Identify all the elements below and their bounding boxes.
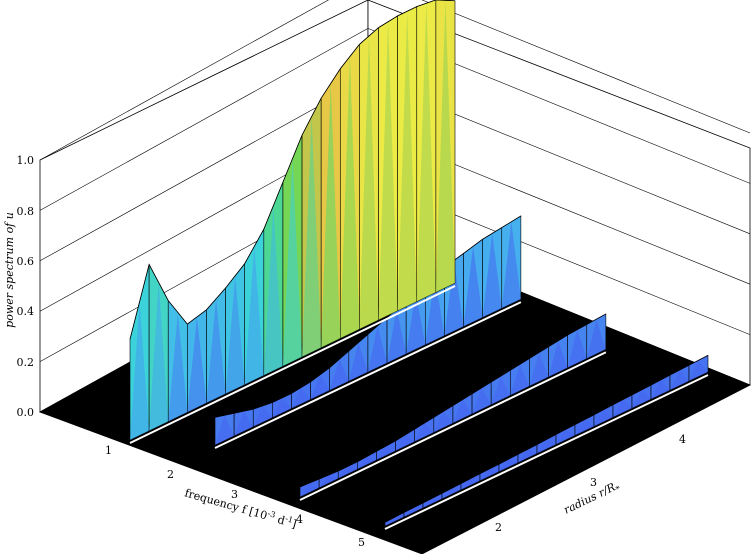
ribbon-outline <box>214 215 522 418</box>
ribbon-facet <box>567 329 587 368</box>
ribbon-facet <box>387 309 407 363</box>
ribbon-facet <box>348 342 368 382</box>
y-tick-label: 4 <box>679 433 686 446</box>
ribbon-facet <box>397 11 417 311</box>
ribbon-facet <box>613 399 632 418</box>
x-tick-label: 5 <box>358 536 365 549</box>
ribbon-facet <box>319 474 339 488</box>
ribbon-facet <box>499 459 518 472</box>
ribbon-facet <box>359 36 379 330</box>
y-tick-label: 3 <box>590 476 597 489</box>
ribbon-facet <box>282 158 303 367</box>
ribbon-facet <box>244 246 264 385</box>
ribbon-facet <box>491 376 511 405</box>
z-axis-label: power spectrum of u <box>3 212 16 328</box>
ribbon-facet <box>670 370 689 391</box>
ribbon-facet <box>689 360 708 382</box>
ribbon-facet <box>472 387 492 414</box>
ribbon-outline <box>129 0 456 340</box>
ribbon-facet <box>302 116 322 357</box>
ribbon-facet <box>310 374 330 400</box>
ribbon-facet <box>234 411 254 436</box>
ribbon-facet <box>501 221 521 309</box>
z-tick-label: 0.0 <box>17 406 35 419</box>
x-tick-label: 1 <box>105 444 112 457</box>
ribbon-facet <box>385 516 404 526</box>
ribbon-facet <box>442 488 461 499</box>
x-axis-ticks: 1 2 3 4 5 <box>105 444 365 549</box>
ribbon-facet <box>357 456 377 470</box>
ribbon-facet <box>423 498 442 508</box>
x-tick-label: 2 <box>167 468 174 481</box>
ribbon-facet <box>376 445 396 461</box>
ribbon-base <box>384 374 709 530</box>
ribbon-facet <box>480 468 499 481</box>
ribbon-facet <box>291 387 311 409</box>
ribbons <box>129 0 709 530</box>
ribbon-facet <box>168 312 188 422</box>
ribbon-facet <box>529 352 549 387</box>
ribbon-facet <box>406 292 426 354</box>
ribbon-facet <box>414 423 434 442</box>
ribbon-facet <box>253 405 273 427</box>
ribbon-facet <box>130 301 150 440</box>
ribbon-facet <box>537 439 556 454</box>
ribbon-facet <box>404 507 423 517</box>
ribbon-facet <box>395 434 415 451</box>
y-tick-label: 2 <box>495 521 502 534</box>
ribbon-facet <box>518 449 537 463</box>
z-tick-label: 0.2 <box>17 356 35 369</box>
x-tick-label: 4 <box>296 513 303 526</box>
ribbon-facet <box>548 340 568 377</box>
ribbon-base <box>129 285 456 444</box>
ribbon-facet <box>225 275 245 394</box>
ribbon-facet <box>452 399 473 424</box>
ribbon-facet <box>321 83 341 348</box>
z-tick-label: 0.4 <box>17 305 35 318</box>
z-tick-label: 1.0 <box>17 154 35 167</box>
ribbon-facet <box>556 429 575 445</box>
ribbon-facet <box>329 359 349 391</box>
ribbon-outline <box>384 355 709 523</box>
ribbon-facet <box>461 478 480 490</box>
ribbon-facet <box>482 233 502 318</box>
ribbon-facet <box>463 246 483 327</box>
ribbon-facet <box>215 415 235 445</box>
ribbon-facet <box>433 411 453 433</box>
ribbon-facet <box>510 364 530 396</box>
ribbon-facet <box>272 397 292 418</box>
ribbon-facet <box>425 275 445 345</box>
z-axis-ticks: 0.0 0.2 0.4 0.6 0.8 1.0 <box>17 154 35 419</box>
ribbon-facet <box>263 205 283 376</box>
ribbon-facet <box>367 325 388 373</box>
ribbon-facet <box>340 56 360 339</box>
gridline-left <box>39 78 369 262</box>
ribbon-facet <box>575 419 594 436</box>
z-tick-label: 0.6 <box>17 255 35 268</box>
ribbon-facet <box>632 389 651 409</box>
ribbon-facet <box>300 482 320 497</box>
y-axis-ticks: 2 3 4 <box>495 433 686 534</box>
ribbon-facet <box>651 380 670 400</box>
ribbon-facet <box>594 409 613 427</box>
ribbon-base <box>214 301 522 449</box>
ribbon-outline <box>299 313 607 488</box>
ribbon-facet <box>187 316 207 413</box>
z-tick-label: 0.8 <box>17 205 35 218</box>
gridline-left <box>39 0 329 161</box>
ribbon-facet <box>444 260 464 336</box>
ribbon-facet <box>149 282 169 431</box>
ribbon-facet <box>378 21 398 320</box>
ribbon-facet <box>206 298 226 404</box>
ribbon-base <box>299 351 607 501</box>
ribbon-facet <box>586 319 606 359</box>
ribbon-facet <box>435 0 455 293</box>
gridline-left <box>39 28 369 211</box>
ribbon-facet <box>338 466 358 479</box>
x-tick-label: 3 <box>231 488 238 501</box>
ribbon-facet <box>416 3 436 302</box>
